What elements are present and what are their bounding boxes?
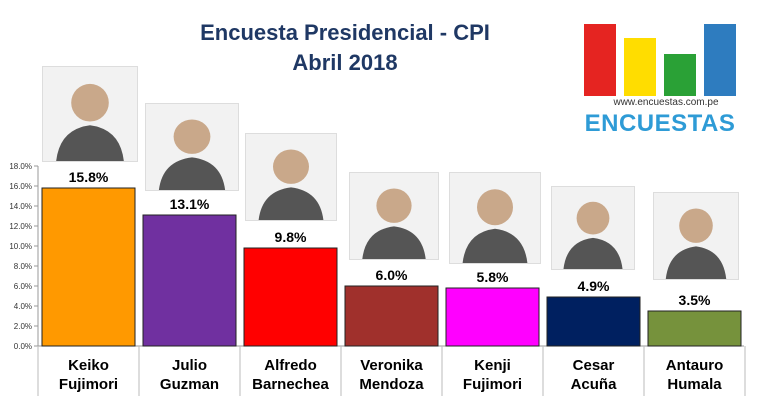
candidate-photo	[551, 186, 635, 270]
logo-bar-green	[664, 54, 696, 96]
y-tick-label: 6.0%	[14, 282, 32, 291]
x-tick-label: Fujimori	[59, 376, 118, 393]
logo-url: www.encuestas.com.pe	[613, 97, 719, 108]
data-label: 15.8%	[69, 169, 109, 185]
data-label: 6.0%	[376, 267, 408, 283]
x-tick-label: Kenji	[474, 357, 511, 374]
candidate-photo	[653, 192, 739, 280]
y-tick-label: 2.0%	[14, 322, 32, 331]
data-label: 13.1%	[170, 196, 210, 212]
candidate-photo	[42, 66, 138, 162]
chart-title-line1: Encuesta Presidencial - CPI	[200, 20, 490, 45]
x-tick-label: Acuña	[571, 376, 618, 393]
bar	[546, 296, 641, 347]
y-tick-label: 4.0%	[14, 302, 32, 311]
x-tick-label: Veronika	[360, 357, 423, 374]
logo-bar-red	[584, 24, 616, 96]
bar	[243, 247, 338, 347]
logo-brand: ENCUESTAS	[584, 110, 736, 137]
y-tick-label: 0.0%	[14, 342, 32, 351]
data-label: 3.5%	[679, 292, 711, 308]
x-tick-label: Antauro	[666, 357, 724, 374]
x-tick-label: Fujimori	[463, 376, 522, 393]
y-tick-label: 12.0%	[9, 222, 32, 231]
chart-title: Encuesta Presidencial - CPI Abril 2018	[150, 18, 540, 78]
x-tick-label: Humala	[667, 376, 722, 393]
bar	[344, 285, 439, 347]
y-tick-label: 16.0%	[9, 182, 32, 191]
bar	[647, 310, 742, 347]
candidate-photo	[449, 172, 541, 264]
chart-title-line2: Abril 2018	[292, 50, 398, 75]
x-tick-label: Cesar	[573, 357, 615, 374]
candidate-photo	[145, 103, 239, 191]
x-tick-label: Mendoza	[359, 376, 424, 393]
y-tick-label: 8.0%	[14, 262, 32, 271]
y-tick-label: 10.0%	[9, 242, 32, 251]
candidate-photo	[349, 172, 439, 260]
logo-bar-blue	[704, 24, 736, 96]
bar	[41, 187, 136, 347]
bar	[445, 287, 540, 347]
x-tick-label: Julio	[172, 357, 207, 374]
data-label: 5.8%	[477, 269, 509, 285]
data-label: 9.8%	[275, 229, 307, 245]
logo-bar-yellow	[624, 38, 656, 96]
encuestas-logo	[584, 24, 736, 96]
x-tick-label: Guzman	[160, 376, 219, 393]
x-tick-label: Keiko	[68, 357, 109, 374]
y-tick-label: 18.0%	[9, 162, 32, 171]
x-tick-label: Alfredo	[264, 357, 317, 374]
bar	[142, 214, 237, 347]
candidate-photo	[245, 133, 337, 221]
x-tick-label: Barnechea	[252, 376, 329, 393]
data-label: 4.9%	[578, 278, 610, 294]
y-tick-label: 14.0%	[9, 202, 32, 211]
